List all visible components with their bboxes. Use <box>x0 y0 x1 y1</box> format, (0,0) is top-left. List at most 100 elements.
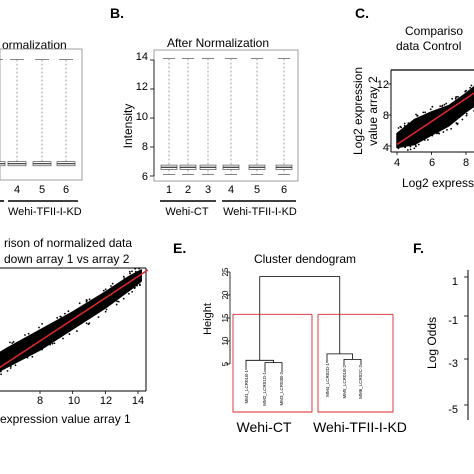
panel-c-point <box>465 112 468 115</box>
panel-d-xtick-12: 12 <box>100 395 112 407</box>
panel-a-xtick-4: 4 <box>14 184 20 196</box>
panel-a-xtick-labels: 4 5 6 <box>14 184 69 196</box>
panel-e-leaf-label: MM1_LCR01B-1 <box>244 370 249 404</box>
panel-c-point <box>445 102 448 105</box>
panel-d-point <box>76 330 78 332</box>
panel-c: C. Compariso data Control Log2 expressio… <box>351 5 474 190</box>
panel-b-group-label-ct: Wehi-CT <box>165 206 208 218</box>
panel-b-xtick-5: 5 <box>254 184 260 196</box>
panel-c-point <box>415 113 417 116</box>
panel-d-title-line-2: down array 1 vs array 2 <box>4 252 130 266</box>
panel-c-xlabel: Log2 expressi <box>402 176 474 190</box>
panel-d-point <box>134 270 137 273</box>
panel-d-point <box>9 367 12 369</box>
panel-c-point <box>404 146 407 149</box>
panel-c-point <box>442 131 445 133</box>
panel-c-ylabel-line-1: Log2 expression <box>351 67 365 155</box>
panel-d-plot <box>0 267 149 394</box>
panel-c-point <box>450 127 453 130</box>
panel-b-ytick-labels: 6 8 10 12 14 <box>136 51 148 183</box>
panel-d-point <box>97 316 100 319</box>
panel-d-point <box>9 341 11 344</box>
panel-c-xtick-4: 4 <box>394 157 400 169</box>
panel-c-point <box>431 134 434 137</box>
panel-c-point <box>414 143 417 146</box>
panel-d-point <box>85 322 88 325</box>
panel-c-fit-line <box>396 92 474 146</box>
panel-c-point <box>416 114 419 117</box>
panel-d-point <box>88 298 91 301</box>
panel-d-point <box>68 333 71 335</box>
panel-b-ytick-8: 8 <box>142 141 148 153</box>
panel-d: rison of normalized data down array 1 vs… <box>0 236 149 426</box>
panel-d-point <box>38 326 40 329</box>
panel-c-point <box>403 122 406 125</box>
panel-c-ytick-8: 8 <box>383 110 389 122</box>
panel-e-plot <box>226 271 394 413</box>
panel-c-ytick-12: 12 <box>377 79 389 91</box>
panel-c-point <box>454 97 457 100</box>
panel-a-title: ormalization <box>2 38 67 52</box>
panel-c-point <box>451 97 453 100</box>
panel-f-ylabel: Log Odds <box>425 317 439 369</box>
panel-c-title-line-1: Compariso <box>405 24 463 38</box>
panel-d-point <box>133 287 136 290</box>
panel-d-point <box>59 315 62 318</box>
panel-b-xtick-3: 3 <box>205 184 211 196</box>
panel-f-ytick-minus3: -3 <box>448 358 458 370</box>
panel-d-point <box>87 323 90 326</box>
panel-b: B. After Normalization Intensity 6 8 10 … <box>110 5 299 218</box>
panel-b-xtick-2: 2 <box>185 184 191 196</box>
panel-d-point <box>41 322 43 325</box>
panel-c-point <box>465 114 468 117</box>
panel-d-point <box>26 356 29 359</box>
panel-e-leaf-label: MM6_LCR02C-2 <box>358 365 363 399</box>
panel-b-ytick-10: 10 <box>136 111 148 123</box>
panel-d-point <box>122 275 125 278</box>
panel-c-point <box>436 132 438 135</box>
panel-d-xtick-8: 8 <box>37 395 43 407</box>
panel-c-point <box>431 105 434 108</box>
panel-c-point <box>424 111 427 114</box>
panel-d-point <box>49 343 52 346</box>
panel-d-point <box>128 292 130 295</box>
panel-c-point <box>438 132 441 135</box>
panel-d-point <box>111 282 114 285</box>
panel-d-point <box>104 310 107 313</box>
panel-c-point <box>399 125 402 128</box>
panel-b-group-label-kd: Wehi-TFII-I-KD <box>223 206 297 218</box>
panel-c-point <box>397 147 400 150</box>
panel-e-ytick-labels: 5 10 15 20 25 <box>221 267 230 366</box>
panel-e-ytick-15: 15 <box>221 313 230 322</box>
panel-b-frame <box>153 49 299 182</box>
panel-d-xtick-10: 10 <box>68 395 80 407</box>
panel-d-point <box>131 270 133 273</box>
panel-e: E. Cluster dendogram Height 5 10 15 20 2… <box>173 240 407 435</box>
panel-c-point <box>470 84 473 87</box>
panel-e-group-label-kd: Wehi-TFII-I-KD <box>313 419 407 435</box>
panel-d-point <box>0 373 2 376</box>
panel-d-point <box>0 370 2 373</box>
panel-e-ytick-10: 10 <box>221 336 230 345</box>
panel-d-point <box>27 332 30 335</box>
panel-c-point <box>443 103 446 106</box>
panel-e-title: Cluster dendogram <box>254 252 356 266</box>
panel-f-ytick-1: 1 <box>452 276 458 288</box>
panel-b-ytick-14: 14 <box>136 51 148 63</box>
panel-d-point <box>138 267 141 270</box>
panel-b-ytick-6: 6 <box>142 171 148 183</box>
panel-e-root-merge <box>259 276 341 361</box>
panel-e-group-label-ct: Wehi-CT <box>237 419 292 435</box>
panel-d-point <box>134 267 137 270</box>
panel-d-point <box>136 284 138 287</box>
panel-d-point <box>53 342 56 345</box>
panel-c-point <box>441 105 444 108</box>
panel-c-point <box>422 111 425 114</box>
panel-d-point <box>85 300 88 303</box>
panel-b-ylabel: Intensity <box>121 104 135 149</box>
panel-c-point <box>409 148 412 151</box>
panel-d-point <box>62 337 64 340</box>
panel-e-ylabel: Height <box>202 303 214 335</box>
panel-d-point <box>110 285 112 287</box>
panel-c-point <box>407 122 410 125</box>
